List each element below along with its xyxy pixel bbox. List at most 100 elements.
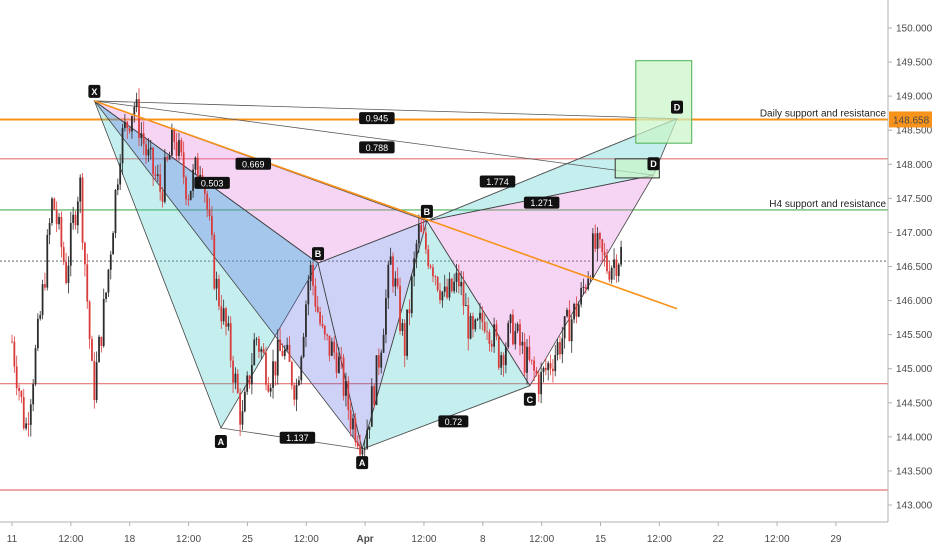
candle-body (401, 323, 404, 332)
candle-body (568, 309, 571, 342)
candle-body (15, 366, 18, 389)
candle-body (295, 385, 298, 400)
candle-body (91, 339, 93, 361)
candle-body (481, 312, 484, 323)
candle-body (95, 362, 98, 401)
candle-body (345, 381, 347, 396)
candle-body (39, 315, 42, 319)
ratio-box (359, 141, 395, 154)
ratio-label: 0.669 (242, 159, 265, 169)
candle-body (591, 233, 594, 278)
ratio-box (235, 157, 272, 170)
candle-body (606, 255, 608, 272)
candle-body (298, 380, 300, 386)
y-tick-label: 144.500 (896, 398, 932, 409)
y-tick-label: 143.500 (896, 466, 932, 477)
candle-body (429, 266, 432, 268)
candle-body (613, 259, 615, 268)
pivot-box-a1 (214, 434, 227, 448)
candle-body (474, 319, 477, 330)
x-tick-label: 12:00 (529, 534, 554, 545)
candle-body (58, 216, 60, 225)
x-tick-label: 22 (713, 534, 725, 545)
candle-body (314, 285, 317, 307)
candle-body (620, 247, 622, 265)
candle-body (490, 343, 493, 347)
candle-body (18, 388, 20, 391)
candle-body (533, 360, 535, 371)
candle-body (123, 121, 126, 129)
candle-body (279, 339, 281, 351)
pattern-labels: X A B A B C D D 0.945 0.788 0.669 0.503 1.137 0.72 1.7… (88, 84, 684, 470)
ratio-box (194, 176, 230, 189)
candle-body (535, 370, 538, 375)
x-tick-label: 11 (7, 534, 18, 545)
candle-body (375, 355, 378, 406)
candle-body (41, 284, 44, 316)
ratio-label: 1.137 (286, 433, 309, 443)
candle-body (448, 278, 451, 298)
candle-body (20, 390, 23, 398)
candle-body (60, 216, 63, 248)
candle-body (337, 356, 340, 373)
y-tick-label: 150.000 (896, 24, 932, 35)
y-tick-label: 147.500 (896, 194, 932, 205)
candle-body (385, 298, 387, 335)
candle-body (213, 234, 216, 289)
candle-body (67, 265, 70, 283)
candle-body (387, 264, 390, 299)
candle-body (225, 308, 227, 327)
candle-body (370, 386, 373, 427)
candle-body (236, 373, 239, 393)
candle-body (147, 149, 150, 156)
y-tick-label: 149.500 (896, 58, 932, 69)
ratio-box (479, 175, 516, 188)
candle-body (112, 233, 115, 255)
last-price-label: 148.658 (893, 115, 930, 126)
target-zone-daily (635, 60, 693, 144)
candle-body (417, 224, 420, 244)
candle-body (354, 418, 357, 442)
candle-body (74, 214, 77, 226)
candle-body (166, 157, 169, 160)
candle-body (519, 324, 521, 346)
candle-body (573, 303, 575, 320)
candle-body (352, 418, 354, 430)
y-tick-label: 146.000 (896, 296, 932, 307)
candle-body (500, 355, 503, 368)
candle-body (283, 349, 286, 356)
candle-body (582, 286, 585, 289)
candle-body (455, 272, 458, 282)
candle-body (276, 339, 279, 376)
candle-body (81, 177, 84, 243)
candle-body (243, 391, 246, 412)
candle-body (305, 304, 307, 337)
candle-body (48, 222, 51, 235)
candle-body (460, 282, 463, 287)
candle-body (98, 336, 100, 363)
candle-body (152, 147, 155, 175)
candle-body (403, 323, 406, 356)
x-tick-label: 25 (242, 534, 254, 545)
x-tick-label: 12:00 (294, 534, 319, 545)
candle-body (323, 326, 326, 335)
candle-body (131, 115, 133, 132)
candle-body (51, 198, 53, 223)
candle-body (119, 163, 122, 185)
candle-body (206, 193, 209, 210)
candle-body (274, 361, 277, 376)
candle-body (434, 276, 437, 278)
candle-body (469, 315, 472, 339)
candle-body (335, 352, 338, 373)
candle-body (121, 128, 124, 164)
ratio-box (438, 415, 469, 428)
trendline-layer (94, 100, 678, 310)
candle-body (596, 233, 599, 249)
candle-body (133, 107, 136, 116)
candle-body (549, 363, 552, 369)
candle-body (486, 331, 488, 333)
candle-body (413, 258, 416, 277)
candle-body (608, 271, 611, 280)
candle-body (443, 286, 446, 292)
